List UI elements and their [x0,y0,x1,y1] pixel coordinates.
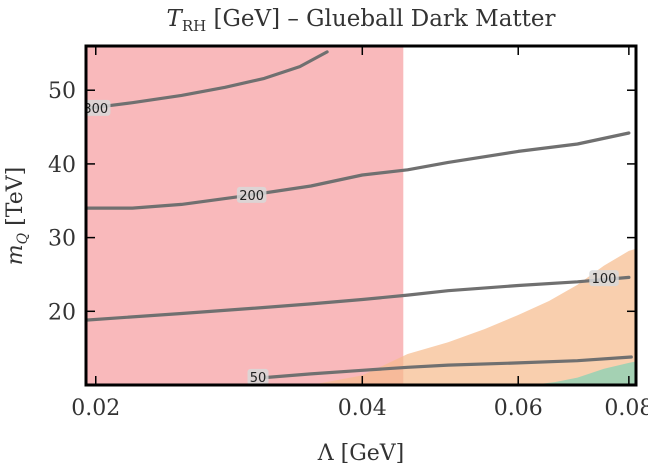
title-symbol: T [166,6,183,32]
contour-label-bg-100 [589,270,619,287]
x-axis: 0.02 0.04 0.06 0.08 [71,46,648,421]
excluded-region-left [86,46,404,385]
y-tick-label: 40 [48,153,76,178]
y-label-rest: [TeV] [3,167,28,233]
contour-line-100 [86,275,631,322]
y-label-subscript: Q [15,232,31,244]
contour-label-bg-50 [247,368,269,385]
y-axis: 20 30 40 50 [48,79,636,325]
shaded-corner-region [530,361,636,385]
contour-label-50: 50 [250,371,267,386]
y-tick-label: 30 [48,227,76,252]
x-tick-label: 0.06 [494,396,543,421]
contour-label-200: 200 [239,189,264,204]
x-tick-label: 0.02 [71,396,120,421]
plot-frame [84,44,638,387]
x-tick-label: 0.04 [338,396,387,421]
y-label-symbol: m [3,244,28,265]
x-axis-label: Λ [GeV] [317,441,405,466]
contour-label-bg-300 [86,99,111,116]
y-tick-label: 50 [48,79,76,104]
x-tick-label: 0.08 [604,396,648,421]
contour-line-200 [86,131,631,210]
title-rest: [GeV] – Glueball Dark Matter [206,6,555,32]
y-tick-label: 20 [48,300,76,325]
shaded-band-region [86,248,636,385]
contour-label-100: 100 [592,272,617,287]
contour-label-300: 300 [83,102,108,117]
contours-layer [86,50,633,380]
chart-title: TRH [GeV] – Glueball Dark Matter [166,6,555,35]
contour-label-bg-200 [236,186,267,203]
plot-area: 300 200 100 50 [83,46,636,386]
title-subscript: RH [182,17,206,35]
y-axis-label: mQ [TeV] [3,167,31,265]
contour-line-50 [262,355,633,380]
contour-line-300 [86,50,329,111]
contour-labels-layer: 300 200 100 50 [83,99,619,386]
